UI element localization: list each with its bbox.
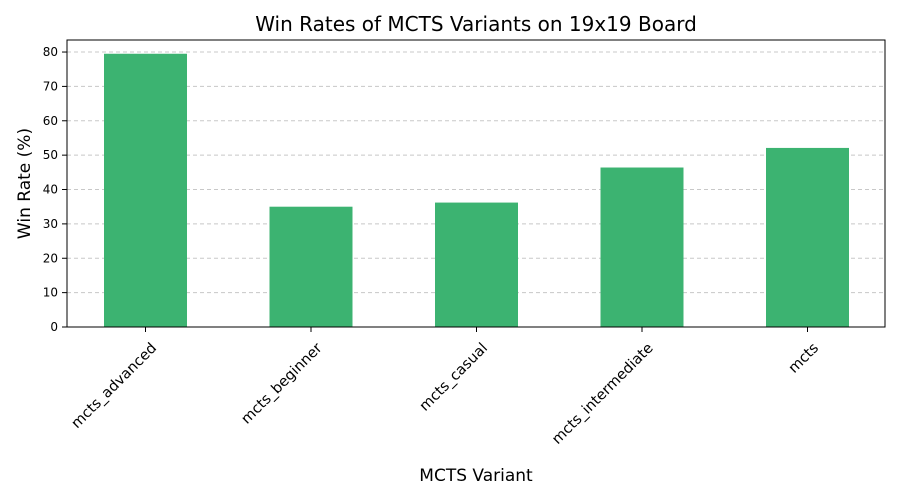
x-ticks: mcts_advanced mcts_beginner mcts_casual mct… bbox=[69, 327, 822, 448]
bar-mcts-intermediate bbox=[600, 167, 684, 327]
x-tick-label: mcts bbox=[786, 340, 822, 376]
bars bbox=[104, 53, 849, 327]
x-axis-title: MCTS Variant bbox=[419, 466, 533, 486]
x-tick-label: mcts_intermediate bbox=[549, 340, 656, 447]
y-ticks: 0 10 20 30 40 50 60 70 80 bbox=[43, 45, 67, 334]
y-tick-label: 30 bbox=[43, 217, 58, 231]
y-tick-label: 50 bbox=[43, 148, 58, 162]
y-tick-label: 10 bbox=[43, 286, 58, 300]
bar-mcts-beginner bbox=[269, 206, 353, 327]
bar-mcts bbox=[766, 147, 849, 327]
y-tick-label: 80 bbox=[43, 45, 58, 59]
bar-mcts-advanced bbox=[104, 53, 187, 327]
x-tick-label: mcts_beginner bbox=[238, 340, 325, 427]
y-tick-label: 0 bbox=[50, 320, 58, 334]
y-tick-label: 70 bbox=[43, 79, 58, 93]
x-tick-label: mcts_casual bbox=[417, 340, 491, 414]
x-tick-label: mcts_advanced bbox=[69, 340, 161, 432]
y-axis-title: Win Rate (%) bbox=[15, 128, 35, 239]
chart-title: Win Rates of MCTS Variants on 19x19 Boar… bbox=[255, 12, 697, 36]
y-tick-label: 60 bbox=[43, 114, 58, 128]
y-tick-label: 40 bbox=[43, 183, 58, 197]
y-tick-label: 20 bbox=[43, 251, 58, 265]
bar-mcts-casual bbox=[435, 202, 518, 327]
